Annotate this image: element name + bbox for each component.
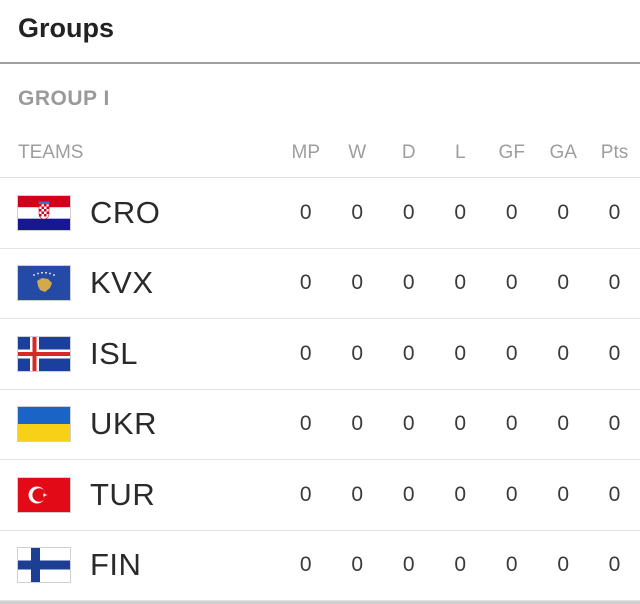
column-header-pts: Pts (600, 141, 629, 163)
team-row-cro[interactable]: CRO 0 0 0 0 0 0 0 (0, 178, 640, 249)
stat-l: 0 (454, 341, 467, 365)
column-header-w: W (348, 141, 367, 163)
stat-w: 0 (351, 271, 364, 295)
stat-pts: 0 (608, 271, 621, 295)
stat-gf: 0 (505, 341, 518, 365)
column-header-teams: TEAMS (18, 141, 84, 163)
stat-pts: 0 (608, 412, 621, 436)
standings-table: CRO 0 0 0 0 0 0 0 KVX 0 0 0 0 0 (0, 178, 640, 601)
standings-header-row: TEAMS MP W D L GF GA Pts (0, 130, 640, 178)
stat-d: 0 (402, 412, 415, 436)
stat-ga: 0 (557, 553, 570, 577)
team-name: TUR (90, 476, 156, 512)
stat-ga: 0 (557, 271, 570, 295)
stat-d: 0 (402, 271, 415, 295)
column-header-gf: GF (498, 141, 525, 163)
team-name: FIN (90, 547, 142, 583)
stat-l: 0 (454, 412, 467, 436)
stat-mp: 0 (299, 482, 312, 506)
stat-mp: 0 (299, 200, 312, 224)
bottom-divider (0, 601, 640, 604)
stat-pts: 0 (608, 553, 621, 577)
stat-d: 0 (402, 482, 415, 506)
stat-w: 0 (351, 553, 364, 577)
team-name: CRO (90, 194, 161, 230)
column-header-mp: MP (291, 141, 321, 163)
stat-pts: 0 (608, 200, 621, 224)
team-row-fin[interactable]: FIN 0 0 0 0 0 0 0 (0, 531, 640, 601)
stat-l: 0 (454, 553, 467, 577)
stat-d: 0 (402, 200, 415, 224)
team-row-tur[interactable]: TUR 0 0 0 0 0 0 0 (0, 460, 640, 531)
stat-l: 0 (454, 271, 467, 295)
stat-d: 0 (402, 341, 415, 365)
stat-mp: 0 (299, 553, 312, 577)
column-header-l: L (454, 141, 466, 163)
finland-flag-icon (18, 548, 70, 583)
stat-gf: 0 (505, 271, 518, 295)
stat-ga: 0 (557, 482, 570, 506)
stat-d: 0 (402, 553, 415, 577)
team-row-kvx[interactable]: KVX 0 0 0 0 0 0 0 (0, 249, 640, 319)
stat-ga: 0 (557, 412, 570, 436)
stat-w: 0 (351, 482, 364, 506)
page-title: Groups (18, 12, 115, 43)
stat-pts: 0 (608, 341, 621, 365)
groups-header: Groups (0, 0, 640, 64)
stat-ga: 0 (557, 200, 570, 224)
stat-l: 0 (454, 200, 467, 224)
stat-gf: 0 (505, 200, 518, 224)
stat-pts: 0 (608, 482, 621, 506)
column-header-d: D (401, 141, 416, 163)
team-row-isl[interactable]: ISL 0 0 0 0 0 0 0 (0, 319, 640, 390)
iceland-flag-icon (18, 336, 70, 371)
team-name: UKR (90, 406, 157, 442)
stat-gf: 0 (505, 482, 518, 506)
kosovo-flag-icon (18, 266, 70, 301)
stat-gf: 0 (505, 553, 518, 577)
group-title: GROUP I (18, 87, 110, 110)
stat-w: 0 (351, 412, 364, 436)
team-name: ISL (90, 335, 139, 371)
turkey-flag-icon (18, 477, 70, 512)
stat-gf: 0 (505, 412, 518, 436)
stat-ga: 0 (557, 341, 570, 365)
column-header-ga: GA (549, 141, 577, 163)
croatia-flag-icon (18, 195, 70, 230)
stat-mp: 0 (299, 341, 312, 365)
stat-w: 0 (351, 341, 364, 365)
stat-mp: 0 (299, 271, 312, 295)
stat-mp: 0 (299, 412, 312, 436)
stat-l: 0 (454, 482, 467, 506)
team-name: KVX (90, 265, 154, 301)
stat-w: 0 (351, 200, 364, 224)
ukraine-flag-icon (18, 407, 70, 442)
team-row-ukr[interactable]: UKR 0 0 0 0 0 0 0 (0, 390, 640, 460)
